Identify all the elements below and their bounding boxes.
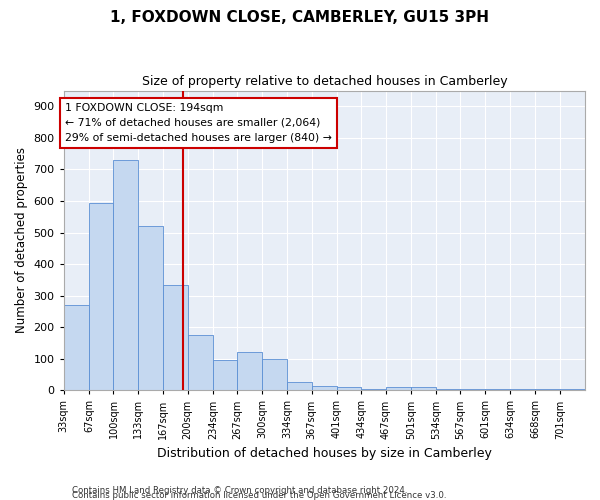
X-axis label: Distribution of detached houses by size in Camberley: Distribution of detached houses by size … <box>157 447 492 460</box>
Bar <box>238 352 262 391</box>
Text: Contains HM Land Registry data © Crown copyright and database right 2024.: Contains HM Land Registry data © Crown c… <box>72 486 407 495</box>
Bar <box>312 386 337 390</box>
Bar <box>262 358 287 390</box>
Bar <box>287 382 312 390</box>
Bar <box>113 160 138 390</box>
Bar <box>138 226 163 390</box>
Title: Size of property relative to detached houses in Camberley: Size of property relative to detached ho… <box>142 75 507 88</box>
Bar <box>213 360 238 390</box>
Bar <box>188 335 213 390</box>
Bar <box>163 284 188 391</box>
Bar <box>89 202 113 390</box>
Bar <box>411 387 436 390</box>
Bar <box>337 387 361 390</box>
Bar <box>64 305 89 390</box>
Text: 1, FOXDOWN CLOSE, CAMBERLEY, GU15 3PH: 1, FOXDOWN CLOSE, CAMBERLEY, GU15 3PH <box>110 10 490 25</box>
Text: Contains public sector information licensed under the Open Government Licence v3: Contains public sector information licen… <box>72 491 446 500</box>
Bar <box>386 387 411 390</box>
Y-axis label: Number of detached properties: Number of detached properties <box>15 148 28 334</box>
Bar <box>436 388 460 390</box>
Text: 1 FOXDOWN CLOSE: 194sqm
← 71% of detached houses are smaller (2,064)
29% of semi: 1 FOXDOWN CLOSE: 194sqm ← 71% of detache… <box>65 103 332 143</box>
Bar <box>361 388 386 390</box>
